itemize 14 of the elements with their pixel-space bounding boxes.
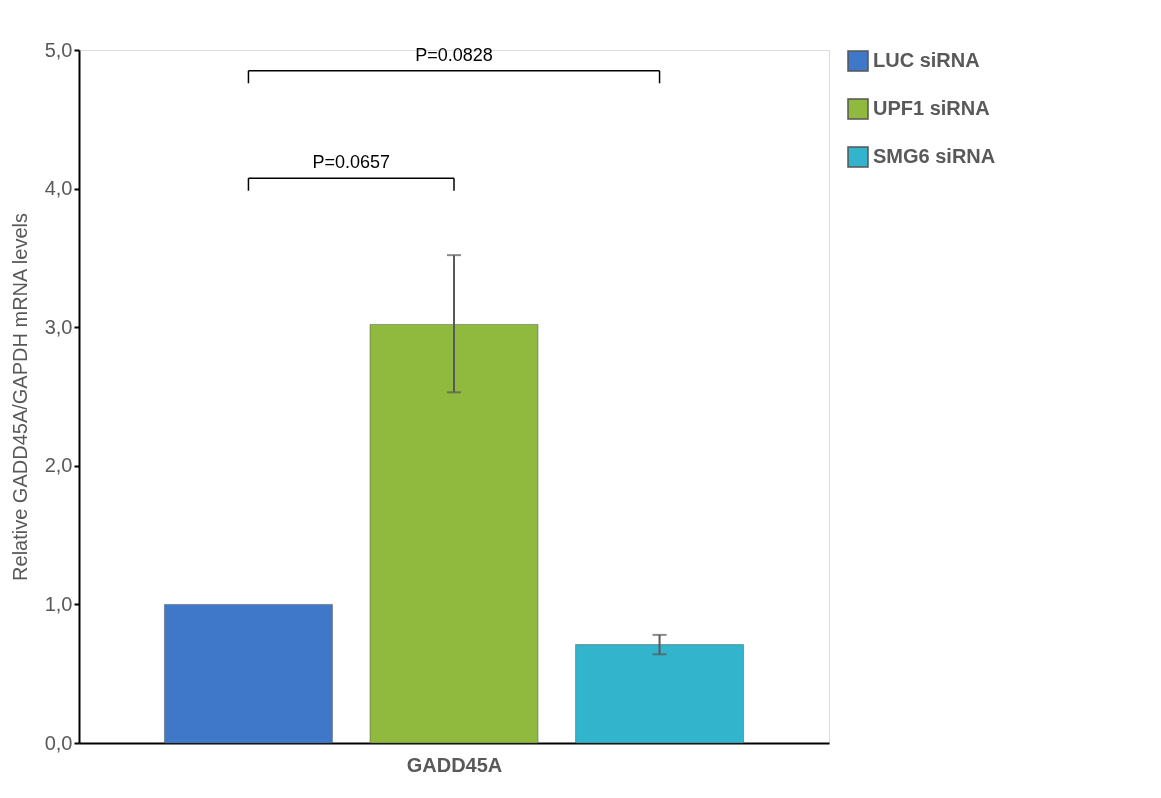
y-tick-label: 2,0 bbox=[44, 454, 73, 477]
legend-label: SMG6 siRNA bbox=[873, 145, 996, 167]
y-axis-title: Relative GADD45A/GAPDH mRNA levels bbox=[8, 213, 31, 581]
annotation: P=0.0657 bbox=[312, 152, 391, 173]
annotation: P=0.0828 bbox=[415, 44, 493, 65]
y-tick-label: 3,0 bbox=[44, 315, 73, 338]
legend-label: LUC siRNA bbox=[873, 49, 980, 71]
legend-label: UPF1 siRNA bbox=[873, 97, 990, 119]
bar bbox=[164, 604, 333, 744]
y-tick-label: 4,0 bbox=[44, 177, 73, 200]
y-tick-label: 5,0 bbox=[44, 38, 73, 61]
x-tick-label: GADD45A bbox=[406, 753, 503, 776]
y-tick-label: 0,0 bbox=[44, 731, 73, 754]
y-tick-label: 1,0 bbox=[44, 592, 73, 615]
